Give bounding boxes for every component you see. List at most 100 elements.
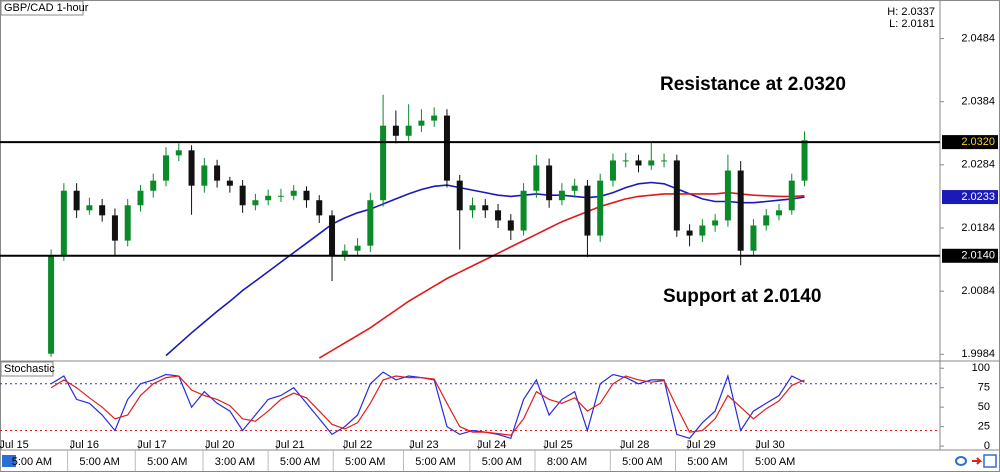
menu-icon[interactable] bbox=[2, 455, 16, 467]
moving-average bbox=[318, 191, 805, 359]
candle-body bbox=[686, 230, 693, 236]
candle-body bbox=[265, 195, 272, 201]
candle-body bbox=[546, 165, 553, 201]
y-tick-label: 2.0084 bbox=[961, 285, 995, 297]
x-date-label: Jul 22 bbox=[343, 439, 372, 451]
candle-body bbox=[507, 220, 514, 231]
candle-body bbox=[418, 120, 425, 126]
candle-body bbox=[137, 190, 144, 206]
candle-body bbox=[150, 180, 157, 191]
candle-body bbox=[801, 140, 808, 181]
x-date-label: Jul 15 bbox=[0, 439, 29, 451]
x-date-label: Jul 29 bbox=[686, 439, 715, 451]
ma-marker-box bbox=[942, 190, 998, 205]
stoch-y-tick-label: 75 bbox=[978, 382, 990, 394]
y-tick-label: 2.0184 bbox=[961, 222, 995, 234]
candle-body bbox=[443, 115, 450, 181]
candle-body bbox=[712, 220, 719, 226]
scroll-icon[interactable] bbox=[972, 457, 983, 465]
candle-body bbox=[699, 225, 706, 236]
price-marker-box bbox=[942, 135, 998, 150]
x-time-label: 5:00 AM bbox=[12, 456, 52, 468]
candle-body bbox=[520, 190, 527, 231]
toolbar-icons bbox=[2, 454, 997, 468]
stoch-y-tick-label: 100 bbox=[972, 362, 990, 374]
x-date-label: Jul 17 bbox=[137, 439, 166, 451]
stoch-y-tick-label: 0 bbox=[984, 440, 990, 452]
plot-area bbox=[48, 94, 808, 359]
stoch-title-box bbox=[0, 361, 54, 377]
x-date-label: Jul 25 bbox=[543, 439, 572, 451]
candle-body bbox=[661, 160, 668, 162]
x-time-label: 5:00 AM bbox=[755, 456, 795, 468]
candle-body bbox=[73, 190, 80, 211]
candle-body bbox=[533, 165, 540, 191]
candle-body bbox=[405, 125, 412, 136]
annotation: Support at 2.0140 bbox=[663, 286, 821, 307]
x-date-label: Jul 24 bbox=[477, 439, 506, 451]
candle-body bbox=[750, 225, 757, 251]
candle-body bbox=[124, 205, 131, 241]
candle-body bbox=[99, 205, 106, 216]
candle-body bbox=[163, 155, 170, 181]
candle-body bbox=[571, 185, 578, 191]
candle-body bbox=[60, 190, 67, 256]
settings-icon[interactable] bbox=[983, 454, 997, 468]
stoch-line bbox=[50, 375, 805, 436]
stoch-y-tick-label: 50 bbox=[978, 401, 990, 413]
candle-body bbox=[622, 160, 629, 162]
candle-body bbox=[609, 160, 616, 181]
candle-body bbox=[763, 215, 770, 226]
y-tick-label: 1.9984 bbox=[961, 348, 995, 360]
candle-body bbox=[329, 215, 336, 256]
candle-body bbox=[392, 125, 399, 136]
candle-body bbox=[48, 255, 55, 354]
y-tick-label: 2.0284 bbox=[961, 159, 995, 171]
high-label: H: 2.0337 bbox=[887, 6, 935, 18]
price-marker-label: 2.0140 bbox=[961, 250, 995, 262]
y-tick-label: 2.0384 bbox=[961, 96, 995, 108]
candle-body bbox=[354, 245, 361, 251]
candle-body bbox=[86, 205, 93, 211]
candle-body bbox=[316, 200, 323, 216]
candle-body bbox=[648, 160, 655, 166]
x-time-label: 5:00 AM bbox=[622, 456, 662, 468]
chart-title: GBP/CAD 1-hour bbox=[4, 2, 89, 14]
candle-body bbox=[380, 125, 387, 201]
candle-body bbox=[290, 190, 297, 196]
candle-body bbox=[558, 190, 565, 201]
x-time-label: 3:00 AM bbox=[215, 456, 255, 468]
candle-body bbox=[737, 170, 744, 251]
candle-body bbox=[188, 150, 195, 186]
price-marker-box bbox=[942, 248, 998, 263]
candle-body bbox=[341, 250, 348, 256]
candle-body bbox=[456, 180, 463, 211]
x-time-label: 5:00 AM bbox=[415, 456, 455, 468]
candle-body bbox=[252, 200, 259, 206]
x-time-label: 5:00 AM bbox=[687, 456, 727, 468]
candle-body bbox=[597, 180, 604, 236]
x-date-label: Jul 23 bbox=[409, 439, 438, 451]
candle-body bbox=[367, 200, 374, 246]
x-time-label: 5:00 AM bbox=[482, 456, 522, 468]
candle-body bbox=[226, 180, 233, 186]
candle-body bbox=[635, 160, 642, 166]
candle-body bbox=[431, 115, 438, 121]
x-date-label: Jul 16 bbox=[70, 439, 99, 451]
y-tick-label: 2.0484 bbox=[961, 32, 995, 44]
candle-body bbox=[175, 150, 182, 156]
stoch-y-tick-label: 25 bbox=[978, 421, 990, 433]
candle-body bbox=[201, 165, 208, 186]
candle-body bbox=[303, 190, 310, 201]
candle-body bbox=[724, 170, 731, 221]
x-time-label: 5:00 AM bbox=[147, 456, 187, 468]
x-date-label: Jul 28 bbox=[620, 439, 649, 451]
candle-body bbox=[495, 210, 502, 221]
x-time-label: 5:00 AM bbox=[345, 456, 385, 468]
stoch-title: Stochastic bbox=[4, 363, 55, 375]
moving-average bbox=[165, 181, 805, 357]
candle-body bbox=[673, 160, 680, 231]
link-icon[interactable] bbox=[955, 456, 968, 466]
price-marker-label: 2.0320 bbox=[961, 136, 995, 148]
